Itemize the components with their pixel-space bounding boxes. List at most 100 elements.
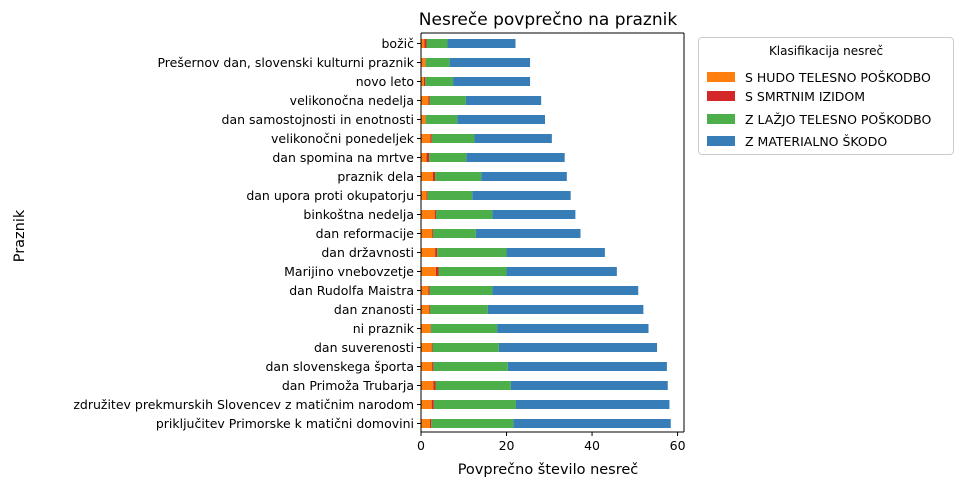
bar-segment bbox=[435, 267, 439, 276]
bar-segment bbox=[433, 381, 436, 390]
bar-segment bbox=[421, 324, 431, 333]
bar-segment bbox=[421, 96, 429, 105]
bar-segment bbox=[429, 286, 493, 295]
bar-segment bbox=[453, 77, 531, 86]
bar-segment bbox=[426, 191, 428, 200]
bar-segment bbox=[421, 286, 429, 295]
bar-segment bbox=[438, 267, 507, 276]
y-tick-label: priključitev Primorske k matični domovin… bbox=[156, 416, 414, 431]
legend: Klasifikacija nesreč S HUDO TELESNO POŠK… bbox=[698, 37, 954, 155]
legend-swatch bbox=[707, 91, 735, 101]
bar-segment bbox=[431, 400, 434, 409]
legend-label: Z LAŽJO TELESNO POŠKODBO bbox=[745, 111, 932, 127]
y-tick-label: božič bbox=[382, 36, 415, 51]
y-tick-label: velikonočni ponedeljek bbox=[271, 131, 415, 146]
bar-segment bbox=[425, 77, 454, 86]
bar-segment bbox=[506, 267, 617, 276]
legend-swatch bbox=[707, 72, 735, 82]
bars-layer bbox=[421, 39, 671, 428]
bar-segment bbox=[428, 96, 430, 105]
y-tick-label: dan znanosti bbox=[334, 302, 414, 317]
y-tick-label: Prešernov dan, slovenski kulturni prazni… bbox=[157, 55, 414, 70]
bar-segment bbox=[425, 115, 458, 124]
bar-segment bbox=[432, 362, 434, 371]
bar-segment bbox=[507, 362, 667, 371]
legend-item-smrtni: S SMRTNIM IZIDOM bbox=[707, 88, 865, 104]
bar-segment bbox=[421, 400, 432, 409]
chart-title: Nesreče povprečno na praznik bbox=[419, 10, 678, 30]
bar-segment bbox=[421, 153, 427, 162]
bar-segment bbox=[435, 381, 511, 390]
bar-segment bbox=[465, 96, 542, 105]
y-tick-label: dan Primoža Trubarja bbox=[282, 378, 414, 393]
x-axis-title: Povprečno število nesreč bbox=[458, 462, 639, 478]
bar-segment bbox=[430, 134, 432, 143]
bar-segment bbox=[421, 343, 432, 352]
axes-layer bbox=[420, 32, 685, 433]
bar-segment bbox=[513, 419, 671, 428]
bar-segment bbox=[474, 134, 552, 143]
bar-segment bbox=[510, 381, 668, 390]
bar-segment bbox=[447, 39, 516, 48]
bar-segment bbox=[472, 191, 571, 200]
bar-segment bbox=[421, 229, 433, 238]
x-tick-label: 60 bbox=[670, 438, 686, 453]
bar-segment bbox=[421, 191, 427, 200]
bar-segment bbox=[515, 400, 670, 409]
legend-item-lazjo: Z LAŽJO TELESNO POŠKODBO bbox=[707, 111, 931, 127]
y-tick-label: združitev prekmurskih Slovencev z matičn… bbox=[73, 397, 414, 412]
legend-label: Z MATERIALNO ŠKODO bbox=[745, 133, 888, 149]
bar-segment bbox=[430, 324, 498, 333]
bar-segment bbox=[435, 248, 438, 257]
bar-segment bbox=[431, 419, 514, 428]
y-tick-label: dan državnosti bbox=[321, 245, 414, 260]
bar-segment bbox=[424, 39, 427, 48]
bar-segment bbox=[421, 115, 426, 124]
bar-segment bbox=[487, 305, 644, 314]
bar-segment bbox=[421, 305, 430, 314]
y-tick-label: binkoštna nedelja bbox=[303, 207, 414, 222]
bar-segment bbox=[498, 343, 658, 352]
bar-segment bbox=[429, 305, 488, 314]
bar-segment bbox=[435, 210, 493, 219]
bar-segment bbox=[425, 58, 450, 67]
bar-segment bbox=[421, 381, 434, 390]
bar-segment bbox=[431, 134, 475, 143]
legend-label: S SMRTNIM IZIDOM bbox=[745, 88, 866, 104]
bar-segment bbox=[497, 324, 649, 333]
bar-segment bbox=[429, 153, 467, 162]
bar-segment bbox=[421, 362, 433, 371]
bar-segment bbox=[421, 39, 425, 48]
bar-segment bbox=[492, 286, 639, 295]
legend-swatch bbox=[707, 136, 735, 146]
bar-segment bbox=[429, 419, 432, 428]
bar-segment bbox=[437, 248, 507, 257]
bar-segment bbox=[432, 229, 433, 238]
legend-item-materialno: Z MATERIALNO ŠKODO bbox=[707, 133, 887, 149]
bar-segment bbox=[421, 248, 436, 257]
legend-title: Klasifikacija nesreč bbox=[768, 44, 884, 58]
y-tick-label: velikonočna nedelja bbox=[290, 93, 414, 108]
bar-segment bbox=[466, 153, 565, 162]
y-tick-label: dan spomina na mrtve bbox=[272, 150, 414, 165]
bar-segment bbox=[421, 134, 431, 143]
y-tick-label: dan reformacije bbox=[316, 226, 415, 241]
bar-segment bbox=[433, 400, 516, 409]
legend-item-hudo: S HUDO TELESNO POŠKODBO bbox=[707, 69, 931, 85]
bar-segment bbox=[426, 39, 448, 48]
bar-segment bbox=[431, 343, 433, 352]
bar-segment bbox=[421, 419, 430, 428]
bar-segment bbox=[429, 305, 430, 314]
bar-segment bbox=[475, 229, 581, 238]
bar-segment bbox=[421, 172, 433, 181]
bar-segment bbox=[423, 77, 426, 86]
y-tick-label: Marijino vnebovzetje bbox=[284, 264, 414, 279]
legend-label: S HUDO TELESNO POŠKODBO bbox=[745, 69, 931, 85]
bar-segment bbox=[421, 267, 436, 276]
x-tick-label: 40 bbox=[584, 438, 600, 453]
bar-segment bbox=[432, 172, 436, 181]
y-tick-label: dan slovenskega športa bbox=[266, 359, 415, 374]
y-tick-label: praznik dela bbox=[337, 169, 414, 184]
x-tick-label: 20 bbox=[499, 438, 515, 453]
bar-segment bbox=[428, 286, 430, 295]
